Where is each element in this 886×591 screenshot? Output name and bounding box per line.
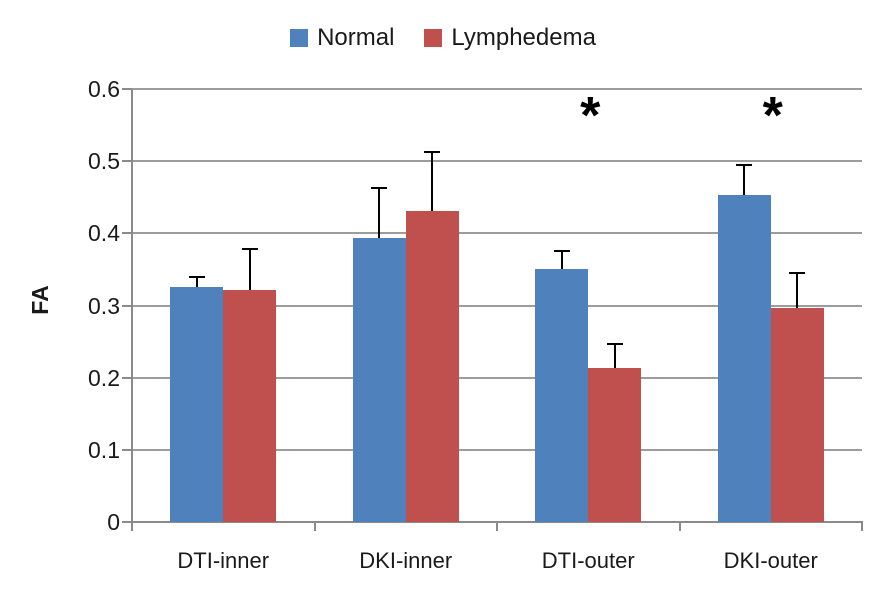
legend-swatch-normal xyxy=(290,29,309,47)
bar-lymphedema-dti-outer xyxy=(588,368,642,522)
error-bar-lymphedema-dki-inner xyxy=(431,151,434,211)
x-tick-4 xyxy=(861,522,863,531)
error-bar-lymphedema-dti-inner xyxy=(248,249,251,290)
bar-lymphedema-dti-inner xyxy=(223,289,277,522)
error-bar-cap-normal-dti-inner xyxy=(188,275,205,278)
bar-lymphedema-dki-inner xyxy=(405,210,459,522)
y-tick-label-0.6: 0.6 xyxy=(88,76,120,102)
x-tick-3 xyxy=(678,522,681,531)
bar-normal-dti-outer xyxy=(535,268,589,522)
y-tick-0.4 xyxy=(122,232,132,235)
x-category-label-dti-inner: DTI-inner xyxy=(177,548,270,573)
y-tick-0.3 xyxy=(122,304,132,307)
x-category-label-dki-inner: DKI-inner xyxy=(359,548,453,573)
gridline-0.4 xyxy=(132,232,862,235)
error-bar-cap-lymphedema-dki-inner xyxy=(424,150,441,153)
error-bar-cap-normal-dki-inner xyxy=(371,186,388,189)
y-tick-label-0.1: 0.1 xyxy=(88,436,120,463)
significance-asterisk-dti-outer: * xyxy=(580,87,601,145)
error-bar-cap-normal-dki-outer xyxy=(736,164,753,167)
y-axis-line xyxy=(131,89,133,531)
gridline-0.3 xyxy=(132,304,862,307)
gridline-0.6 xyxy=(132,88,862,90)
x-tick-2 xyxy=(496,522,498,531)
gridline-0.1 xyxy=(132,448,862,451)
legend: Normal Lymphedema xyxy=(0,20,886,56)
legend-item-normal: Normal xyxy=(290,26,394,50)
x-category-label-dti-outer: DTI-outer xyxy=(541,548,635,573)
y-tick-label-0: 0 xyxy=(107,509,120,535)
y-tick-label-0.2: 0.2 xyxy=(88,364,120,391)
bar-normal-dki-outer xyxy=(717,195,771,522)
x-tick-1 xyxy=(313,522,316,531)
error-bar-normal-dti-outer xyxy=(560,250,563,269)
error-bar-lymphedema-dki-outer xyxy=(796,273,799,309)
gridline-0.2 xyxy=(132,376,862,379)
y-tick-0.5 xyxy=(122,160,132,163)
y-tick-label-0.3: 0.3 xyxy=(88,292,120,319)
legend-label-lymphedema: Lymphedema xyxy=(451,24,596,51)
y-tick-0.2 xyxy=(122,376,132,379)
x-category-label-dki-outer: DKI-outer xyxy=(723,548,818,573)
error-bar-lymphedema-dti-outer xyxy=(613,343,616,369)
error-bar-cap-lymphedema-dti-outer xyxy=(606,342,623,345)
bar-lymphedema-dki-outer xyxy=(770,308,824,522)
error-bar-cap-normal-dti-outer xyxy=(553,249,570,252)
significance-asterisk-dki-outer: * xyxy=(762,87,783,145)
gridline-0.5 xyxy=(132,160,862,163)
error-bar-normal-dki-inner xyxy=(378,187,381,239)
error-bar-normal-dki-outer xyxy=(743,165,746,196)
error-bar-cap-lymphedema-dti-inner xyxy=(241,248,258,251)
bar-normal-dti-inner xyxy=(170,287,224,522)
error-bar-cap-lymphedema-dki-outer xyxy=(789,272,806,275)
error-bar-normal-dti-inner xyxy=(195,276,198,288)
y-tick-label-0.4: 0.4 xyxy=(88,220,120,247)
y-tick-0.1 xyxy=(122,448,132,451)
legend-item-lymphedema: Lymphedema xyxy=(424,26,596,50)
y-tick-0 xyxy=(122,521,132,523)
legend-label-normal: Normal xyxy=(317,24,395,51)
y-tick-label-0.5: 0.5 xyxy=(88,148,120,175)
bar-normal-dki-inner xyxy=(352,238,406,522)
y-tick-0.6 xyxy=(122,88,132,90)
legend-swatch-lymphedema xyxy=(424,29,443,47)
